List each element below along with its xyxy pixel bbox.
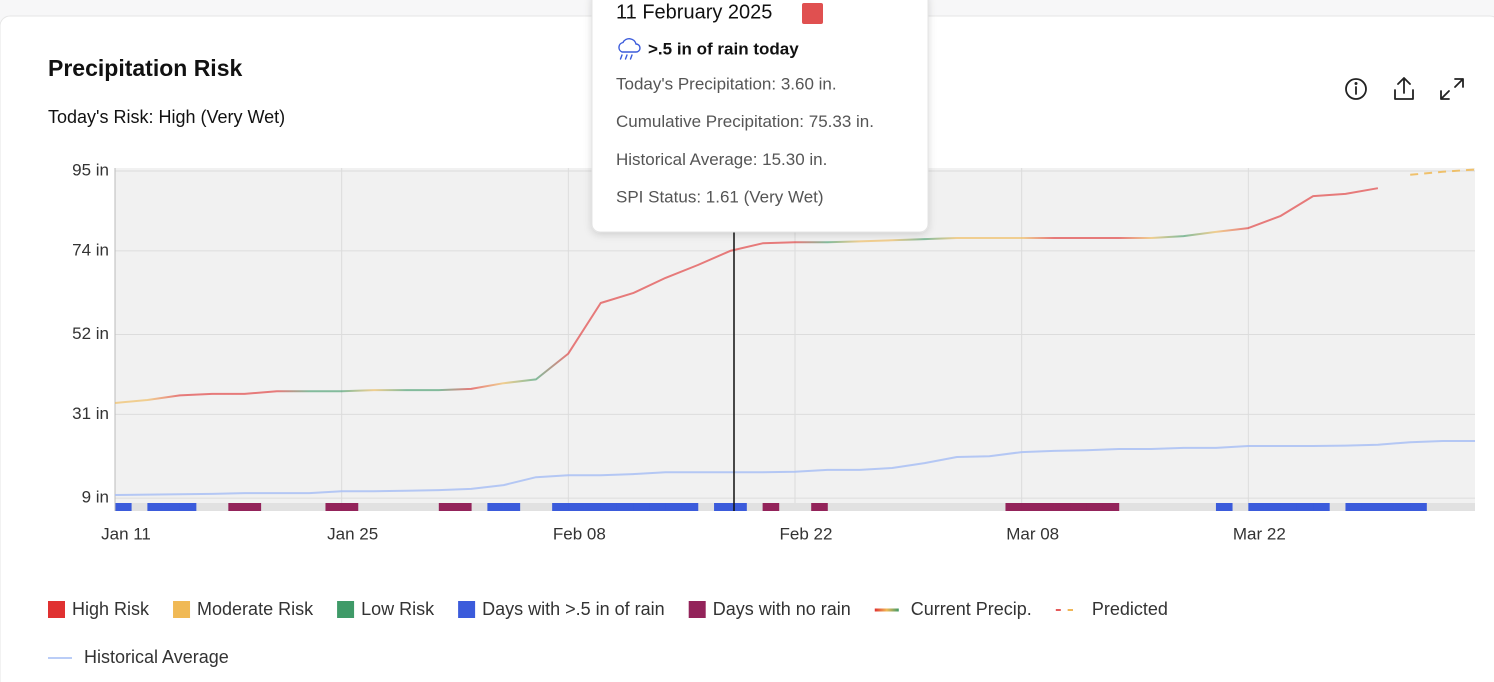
tooltip-risk-swatch [802,3,823,24]
legend-swatch [173,601,191,618]
day-marker [1394,503,1411,511]
day-marker [1037,503,1055,511]
legend-label: High Risk [72,599,150,619]
day-marker [244,503,262,511]
y-tick-label: 74 in [72,240,109,259]
info-button[interactable] [1345,78,1367,100]
day-marker [147,503,164,511]
chart-title: Precipitation Risk [48,55,242,81]
day-marker [455,503,472,511]
day-marker [1377,503,1395,511]
day-marker [730,503,747,511]
day-marker [762,503,780,511]
day-marker [665,503,683,511]
tooltip-line: Today's Precipitation: 3.60 in. [616,74,837,93]
day-marker [163,503,181,511]
day-marker [438,503,456,511]
day-marker [633,503,650,511]
day-marker [552,503,569,511]
series-line [1410,168,1476,176]
day-marker [1313,503,1330,511]
day-marker [115,503,132,511]
day-marker [681,503,699,511]
chart-subtitle: Today's Risk: High (Very Wet) [48,107,285,127]
day-marker [1070,503,1087,511]
ticks: 9 in 31 in 52 in 74 in 95 in Jan 11 Jan 25 Feb … [72,161,1286,544]
legend-label: Historical Average [84,647,229,667]
day-marker [1280,503,1298,511]
day-strip [115,503,1475,511]
legend: High Risk Moderate Risk Low Risk Days with … [48,599,1168,667]
tooltip: 11 February 2025 >.5 in of rain today To… [591,0,929,233]
day-marker [1410,503,1427,511]
y-tick-label: 52 in [72,324,109,343]
y-tick-label: 95 in [72,161,109,180]
day-marker [503,503,521,511]
legend-label: Moderate Risk [197,599,314,619]
day-marker [228,503,245,511]
x-tick-label: Feb 22 [780,524,833,543]
day-marker [1215,503,1233,511]
day-marker [1005,503,1023,511]
y-tick-label: 9 in [82,488,109,507]
day-marker [1248,503,1265,511]
day-marker [584,503,602,511]
day-marker [811,503,828,511]
y-tick-label: 31 in [72,404,109,423]
tooltip-line: Cumulative Precipitation: 75.33 in. [616,112,874,131]
share-button[interactable] [1394,77,1414,100]
tooltip-date: 11 February 2025 [616,1,772,23]
lines [114,168,1476,496]
x-tick-label: Feb 08 [553,524,606,543]
day-marker [341,503,359,511]
day-marker [714,503,731,511]
series-line [114,187,1379,404]
x-tick-label: Jan 11 [101,524,151,543]
day-marker [1264,503,1282,511]
rain-icon [618,38,641,60]
x-tick-label: Mar 22 [1233,524,1286,543]
legend-swatch [458,601,476,618]
legend-swatch [688,601,706,618]
day-marker [568,503,585,511]
legend-label: Predicted [1092,599,1168,619]
day-marker [1021,503,1039,511]
day-marker [1345,503,1363,511]
legend-label: Current Precip. [911,599,1032,619]
day-marker [1361,503,1379,511]
day-marker [1054,503,1071,511]
day-marker [600,503,618,511]
tooltip-line: Historical Average: 15.30 in. [616,150,827,169]
legend-swatch [337,601,355,618]
legend-label: Days with no rain [713,599,851,619]
legend-swatch [874,608,899,612]
expand-button[interactable] [1440,78,1464,100]
series-line [114,440,1475,496]
tooltip-box [591,0,929,233]
day-marker [487,503,504,511]
x-tick-label: Mar 08 [1006,524,1059,543]
legend-label: Low Risk [361,599,435,619]
day-marker [649,503,666,511]
day-marker [1102,503,1120,511]
x-tick-label: Jan 25 [327,524,378,543]
legend-swatch [48,601,65,618]
day-markers [115,503,1427,511]
day-marker [325,503,343,511]
day-marker [616,503,634,511]
day-marker [179,503,197,511]
tooltip-line: SPI Status: 1.61 (Very Wet) [616,188,824,207]
legend-label: Days with >.5 in of rain [482,599,665,619]
tooltip-headline: >.5 in of rain today [648,39,799,58]
day-marker [1086,503,1104,511]
day-marker [1296,503,1314,511]
